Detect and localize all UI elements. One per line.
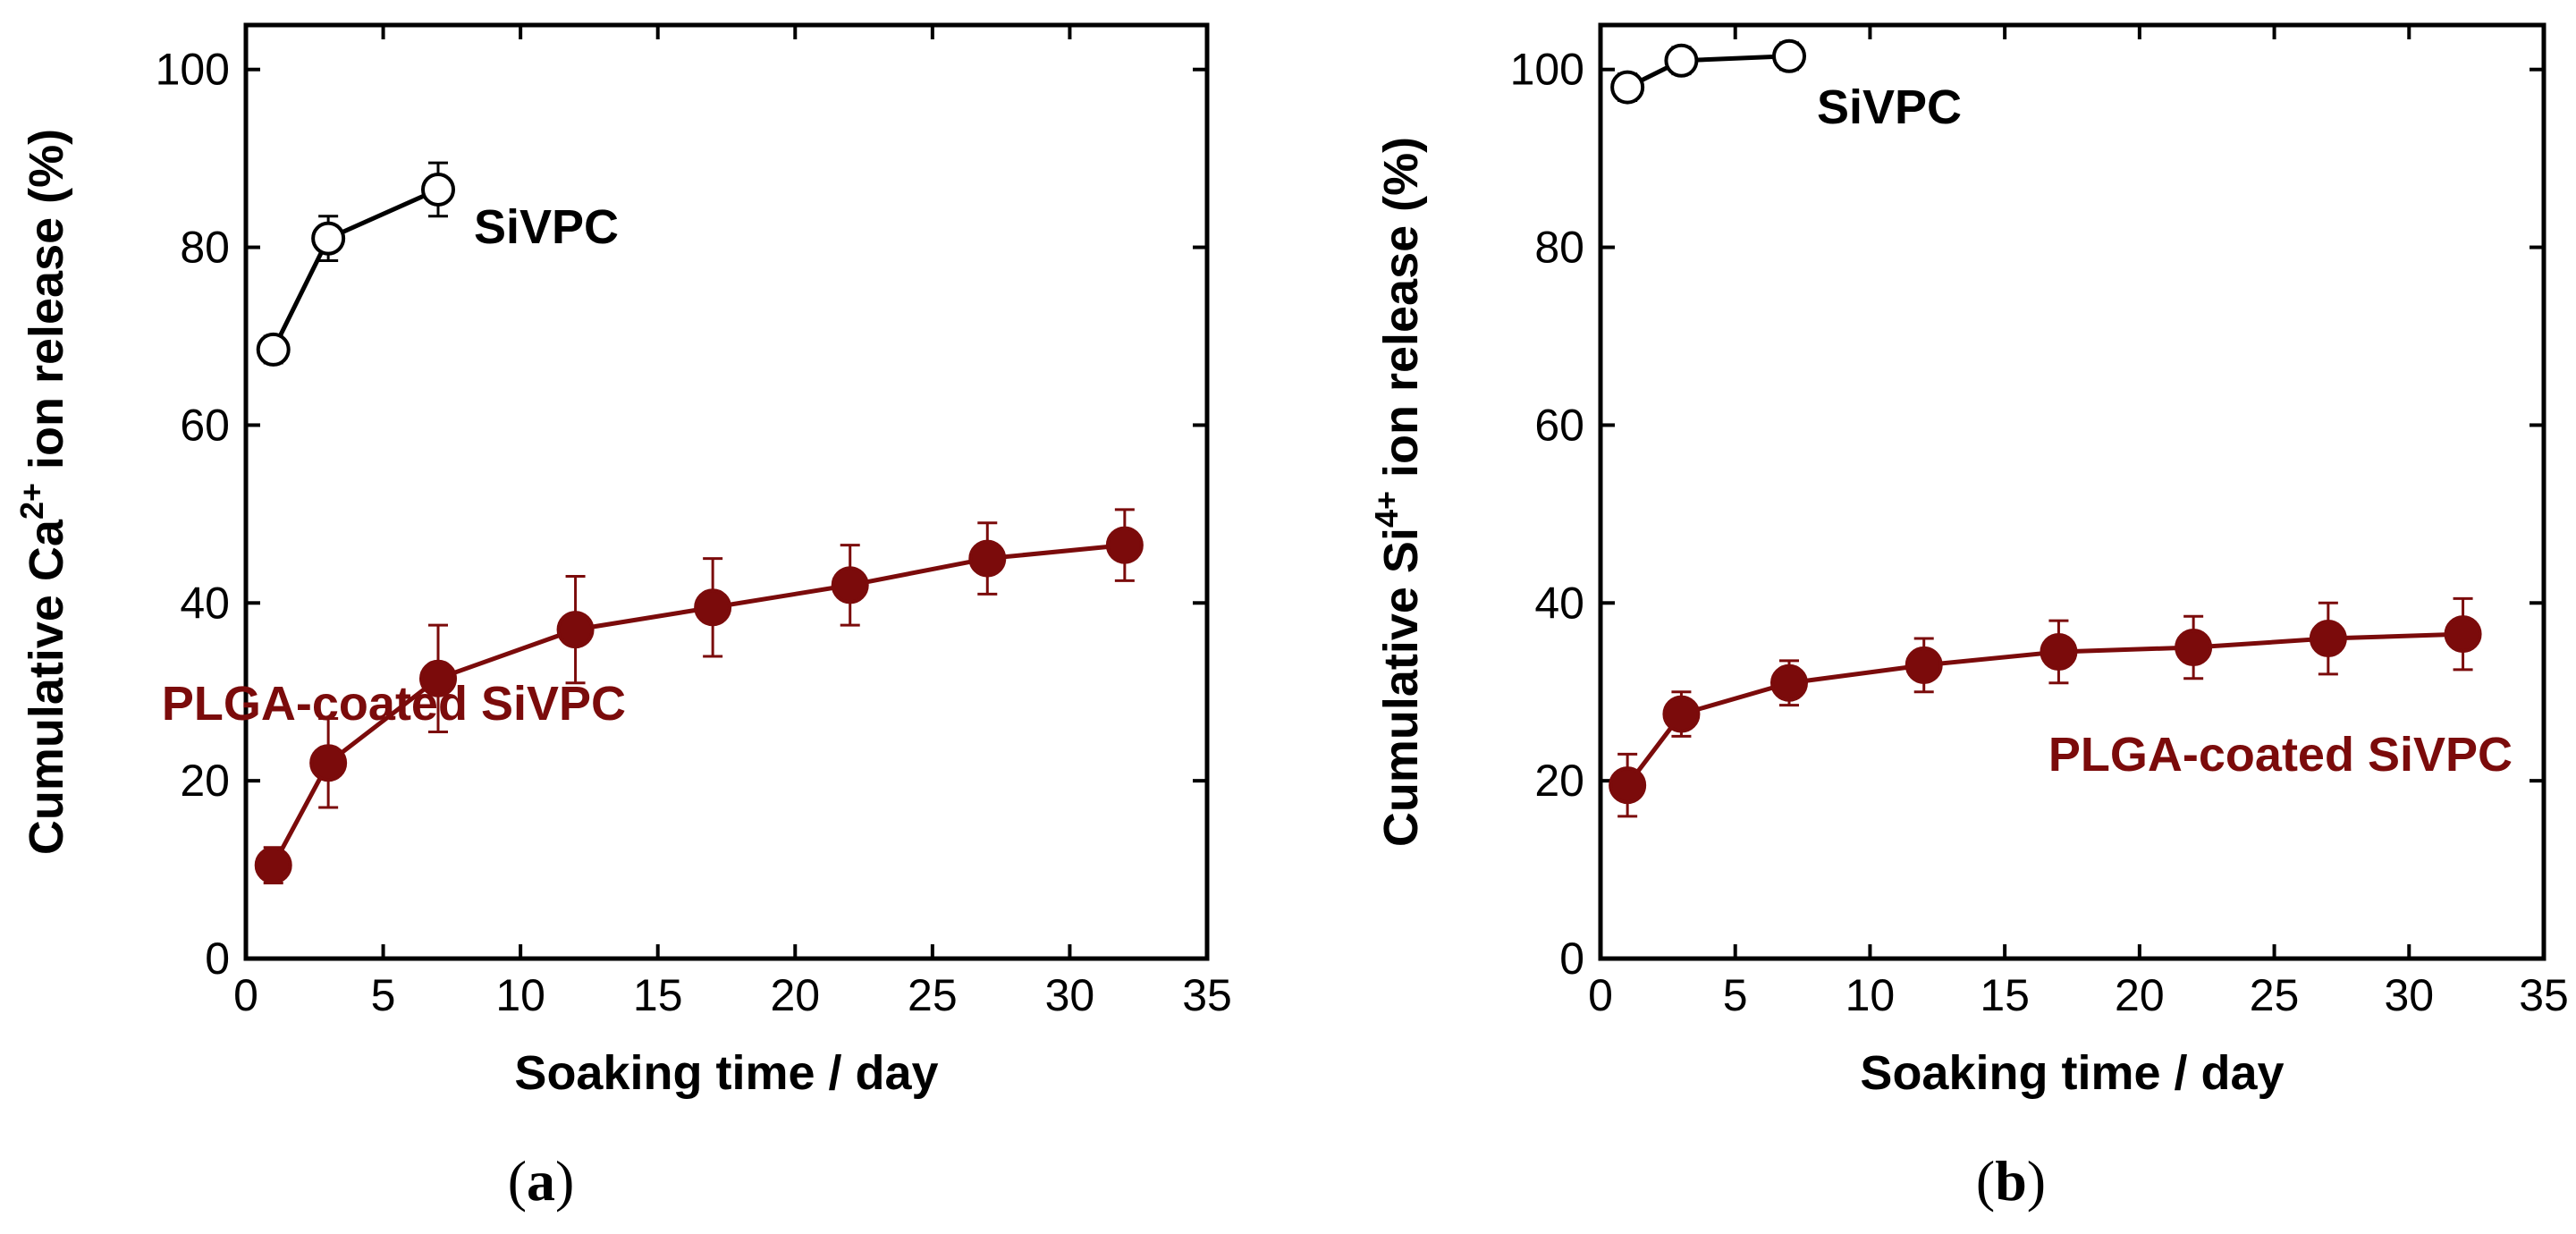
data-point	[256, 332, 291, 367]
data-point	[2175, 629, 2213, 666]
data-point	[1610, 70, 1645, 105]
data-point	[254, 846, 292, 884]
y-axis-label-main: Cumulative Si	[1374, 528, 1428, 847]
series-label: PLGA-coated SiVPC	[162, 677, 626, 731]
series-plga-coated-sivpc: PLGA-coated SiVPC	[162, 508, 1144, 884]
x-tick-label: 5	[371, 970, 396, 1020]
y-tick-label: 60	[180, 400, 230, 450]
series-sivpc: SiVPC	[256, 161, 619, 367]
data-point	[2444, 615, 2482, 654]
y-tick-label: 100	[156, 45, 230, 95]
chart-panel-a: 0 5 10 15 20 25 30 35 0 20 40 60 80 100 Soaking time /…	[13, 22, 1232, 1213]
x-tick-label: 15	[1980, 970, 2030, 1020]
chart-panel-b: 0 5 10 15 20 25 30 35 0 20 40 60 80 100 Soaking time /…	[1368, 22, 2569, 1213]
y-axis-label-tail: ion release (%)	[1374, 137, 1428, 491]
x-tick-label: 30	[1045, 970, 1095, 1020]
y-axis-label: Cumulative Si4+ ion release (%)	[1368, 137, 1428, 847]
data-point	[2040, 632, 2078, 671]
data-point	[1105, 526, 1144, 564]
data-point	[556, 611, 595, 649]
y-tick-label: 0	[1559, 934, 1584, 984]
y-tick-label: 80	[180, 223, 230, 273]
y-axis-label-superscript: 2+	[13, 483, 50, 520]
panel-label-close: )	[2027, 1149, 2046, 1213]
data-point	[2309, 620, 2347, 658]
y-tick-label: 80	[1534, 223, 1584, 273]
y-axis-label-superscript: 4+	[1368, 491, 1405, 528]
series-label: SiVPC	[1817, 80, 1962, 134]
panel-label-open: (	[508, 1149, 527, 1213]
data-point	[1905, 646, 1943, 684]
x-tick-label: 35	[1182, 970, 1232, 1020]
panel-label-close: )	[555, 1149, 574, 1213]
plot-frame	[243, 22, 1210, 961]
x-tick-label: 20	[770, 970, 820, 1020]
y-tick-label: 0	[205, 934, 230, 984]
plot-frame	[1598, 22, 2546, 961]
x-tick-label: 0	[1588, 970, 1613, 1020]
x-tick-label: 30	[2384, 970, 2434, 1020]
y-tick-label: 20	[180, 756, 230, 806]
x-tick-label: 25	[2250, 970, 2300, 1020]
data-point	[419, 659, 457, 697]
x-tick-label: 10	[495, 970, 545, 1020]
x-tick-label: 10	[1845, 970, 1896, 1020]
y-axis-label: Cumulative Ca2+ ion release (%)	[13, 129, 73, 855]
series-label: PLGA-coated SiVPC	[2048, 728, 2513, 782]
panel-label: (a)	[508, 1149, 575, 1213]
x-axis-label: Soaking time / day	[1860, 1046, 2284, 1100]
data-point	[1609, 766, 1647, 805]
x-tick-label: 25	[908, 970, 958, 1020]
panel-label-letter: b	[1995, 1149, 2027, 1213]
y-tick-label: 40	[1534, 578, 1584, 628]
panel-label-letter: a	[527, 1149, 555, 1213]
series-line	[271, 543, 1126, 866]
panel-label-open: (	[1976, 1149, 1995, 1213]
series-line	[1626, 54, 1790, 89]
data-point	[968, 539, 1007, 578]
data-point	[831, 566, 869, 604]
series-label: SiVPC	[474, 200, 619, 254]
series-line	[271, 187, 440, 351]
data-point	[311, 221, 346, 256]
series-plga-coated-sivpc: PLGA-coated SiVPC	[1609, 596, 2513, 818]
data-point	[1664, 43, 1699, 78]
series-sivpc: SiVPC	[1610, 38, 1962, 134]
y-axis-label-main: Cumulative Ca	[20, 519, 73, 855]
y-tick-label: 60	[1534, 400, 1584, 450]
x-axis-label: Soaking time / day	[514, 1046, 938, 1100]
x-tick-label: 5	[1723, 970, 1748, 1020]
x-tick-label: 20	[2115, 970, 2165, 1020]
x-tick-label: 0	[233, 970, 258, 1020]
y-tick-label: 40	[180, 578, 230, 628]
x-tick-label: 15	[633, 970, 683, 1020]
data-point	[694, 588, 732, 627]
data-point	[1662, 695, 1701, 733]
x-tick-label: 35	[2519, 970, 2569, 1020]
panel-label: (b)	[1976, 1149, 2046, 1213]
y-tick-label: 100	[1510, 45, 1584, 95]
y-tick-label: 20	[1534, 756, 1584, 806]
data-point	[309, 744, 348, 782]
data-point	[421, 172, 455, 207]
data-point	[1770, 663, 1808, 702]
data-point	[1772, 38, 1806, 73]
y-axis-label-tail: ion release (%)	[20, 129, 73, 483]
